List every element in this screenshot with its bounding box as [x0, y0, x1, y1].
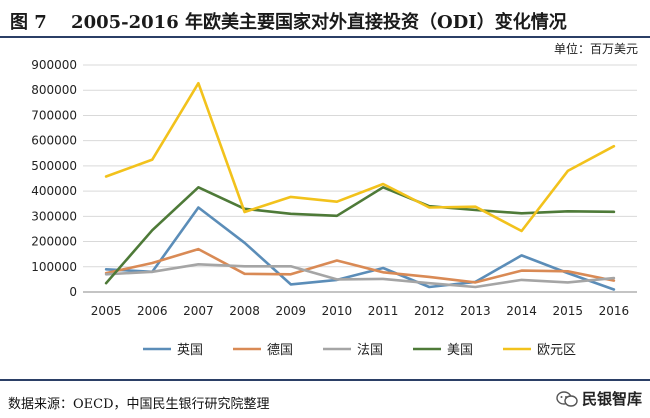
legend-label: 欧元区 — [537, 343, 576, 358]
x-tick-label: 2015 — [552, 304, 583, 318]
x-tick-label: 2010 — [322, 304, 353, 318]
x-tick-label: 2006 — [137, 304, 168, 318]
legend-label: 英国 — [177, 343, 203, 358]
y-tick-label: 600000 — [31, 134, 77, 148]
legend-label: 德国 — [267, 343, 293, 358]
brand: 民银智库 — [556, 388, 642, 409]
x-tick-label: 2009 — [275, 304, 306, 318]
series-line-美国 — [104, 186, 616, 285]
footer-divider — [0, 379, 650, 381]
series-line-德国 — [104, 247, 616, 284]
wechat-icon — [556, 390, 578, 407]
y-tick-label: 100000 — [31, 260, 77, 274]
legend-label: 法国 — [357, 343, 383, 358]
unit-label: 单位：百万美元 — [553, 42, 638, 56]
source-note: 数据来源：OECD，中国民生银行研究院整理 — [8, 397, 270, 412]
x-tick-label: 2007 — [183, 304, 214, 318]
x-tick-label: 2014 — [506, 304, 537, 318]
title-divider — [0, 36, 650, 38]
y-tick-label: 800000 — [31, 83, 77, 97]
y-tick-label: 0 — [69, 285, 77, 299]
x-tick-label: 2013 — [460, 304, 491, 318]
series-line-英国 — [104, 206, 616, 291]
y-tick-label: 300000 — [31, 209, 77, 223]
y-tick-label: 200000 — [31, 235, 77, 249]
x-tick-label: 2008 — [229, 304, 260, 318]
x-tick-label: 2016 — [599, 304, 630, 318]
y-tick-label: 500000 — [31, 159, 77, 173]
legend-label: 美国 — [447, 343, 473, 358]
title-bar: 图 7 2005-2016 年欧美主要国家对外直接投资（ODI）变化情况 — [0, 0, 650, 40]
y-tick-label: 700000 — [31, 108, 77, 122]
chart-title: 图 7 2005-2016 年欧美主要国家对外直接投资（ODI）变化情况 — [10, 12, 567, 33]
y-tick-label: 900000 — [31, 58, 77, 72]
brand-name: 民银智库 — [581, 390, 642, 408]
x-tick-label: 2011 — [368, 304, 399, 318]
x-tick-label: 2012 — [414, 304, 445, 318]
series-line-欧元区 — [104, 81, 616, 233]
y-tick-label: 400000 — [31, 184, 77, 198]
x-tick-label: 2005 — [91, 304, 122, 318]
series-line-法国 — [104, 262, 616, 289]
